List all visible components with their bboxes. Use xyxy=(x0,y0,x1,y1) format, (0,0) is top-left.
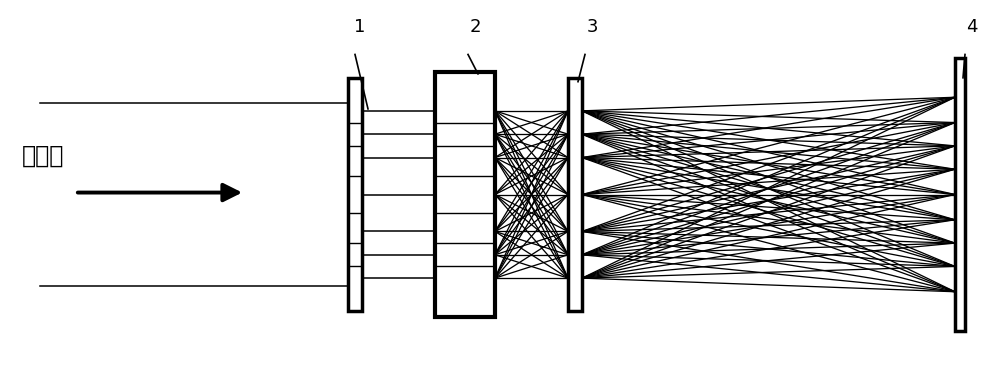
Bar xyxy=(568,78,582,311)
Text: 1: 1 xyxy=(354,18,366,36)
Text: 4: 4 xyxy=(966,18,978,36)
Bar xyxy=(348,78,362,311)
Text: 入射光: 入射光 xyxy=(22,144,64,168)
Bar xyxy=(435,72,495,317)
Text: 3: 3 xyxy=(586,18,598,36)
Text: 2: 2 xyxy=(469,18,481,36)
Bar xyxy=(955,58,965,331)
